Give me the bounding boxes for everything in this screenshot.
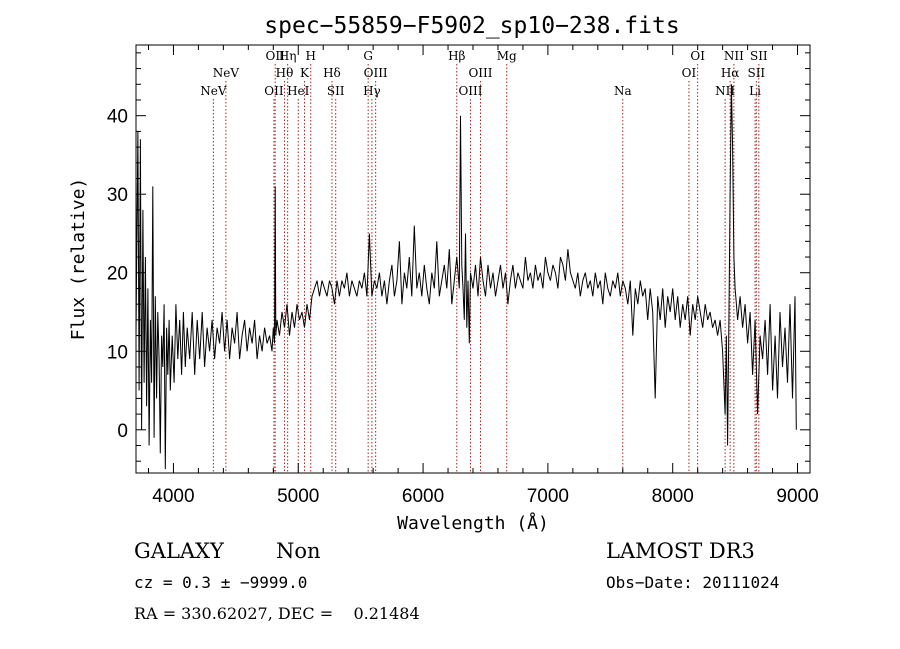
line-label-4: Hθ (276, 66, 294, 80)
y-tick-label-2: 20 (107, 264, 128, 285)
y-tick-labels: 0 10 20 30 40 (107, 107, 128, 442)
line-label-26: SII (750, 49, 768, 63)
y-axis-label: Flux (relative) (68, 178, 89, 341)
line-label-10: SII (327, 84, 345, 98)
line-label-13: OIII (364, 66, 388, 80)
x-tick-label-2: 6000 (402, 486, 444, 507)
y-tick-label-0: 0 (117, 421, 128, 442)
axis-ticks (136, 45, 810, 473)
line-label-9: Hδ (323, 66, 341, 80)
line-label-17: Mg (497, 49, 517, 63)
line-label-12: Hγ (363, 84, 381, 98)
line-label-24: Li (749, 84, 761, 98)
emission-line-markers (212, 64, 760, 473)
plot-frame (135, 44, 811, 474)
line-label-7: K (300, 66, 310, 80)
line-label-25: SII (747, 66, 765, 80)
line-label-1: NeV (213, 66, 240, 80)
line-label-21: NII (715, 84, 735, 98)
y-tick-label-1: 10 (107, 342, 128, 363)
line-label-0: NeV (200, 84, 227, 98)
emission-line-labels: NeVNeVOIIOIIHθHηHeIKHHδSIIGHγOIIIHβOIIIO… (200, 49, 768, 98)
x-tick-labels: 4000 5000 6000 7000 8000 9000 (152, 486, 818, 507)
line-label-5: Hη (279, 49, 297, 63)
line-label-6: HeI (287, 84, 310, 98)
spectrum-line (135, 84, 797, 470)
redshift-cz: cz = 0.3 ± −9999.0 (134, 573, 307, 592)
ra-dec-coordinates: RA = 330.62027, DEC = 0.21484 (134, 604, 420, 623)
line-label-3: OII (266, 49, 286, 63)
x-tick-label-0: 4000 (152, 486, 194, 507)
line-label-18: Na (614, 84, 632, 98)
line-label-14: Hβ (448, 49, 465, 63)
line-label-23: NII (724, 49, 744, 63)
survey-name: LAMOST DR3 (606, 539, 755, 563)
y-tick-label-3: 30 (107, 185, 128, 206)
line-label-8: H (306, 49, 316, 63)
line-label-11: G (363, 49, 373, 63)
chart-title: spec−55859−F5902_sp10−238.fits (264, 13, 679, 39)
x-tick-label-3: 7000 (527, 486, 569, 507)
y-tick-label-4: 40 (107, 107, 128, 128)
line-label-2: OII (264, 84, 284, 98)
line-label-15: OIII (458, 84, 482, 98)
object-class: GALAXY (134, 539, 225, 563)
observation-date: Obs−Date: 20111024 (606, 573, 779, 592)
x-tick-label-4: 8000 (652, 486, 694, 507)
line-label-19: OI (682, 66, 697, 80)
line-label-22: Hα (721, 66, 740, 80)
object-subclass: Non (276, 539, 321, 563)
x-tick-label-5: 9000 (776, 486, 818, 507)
x-axis-label: Wavelength (Å) (397, 512, 549, 534)
line-label-20: OI (690, 49, 705, 63)
line-label-16: OIII (468, 66, 492, 80)
x-tick-label-1: 5000 (277, 486, 319, 507)
